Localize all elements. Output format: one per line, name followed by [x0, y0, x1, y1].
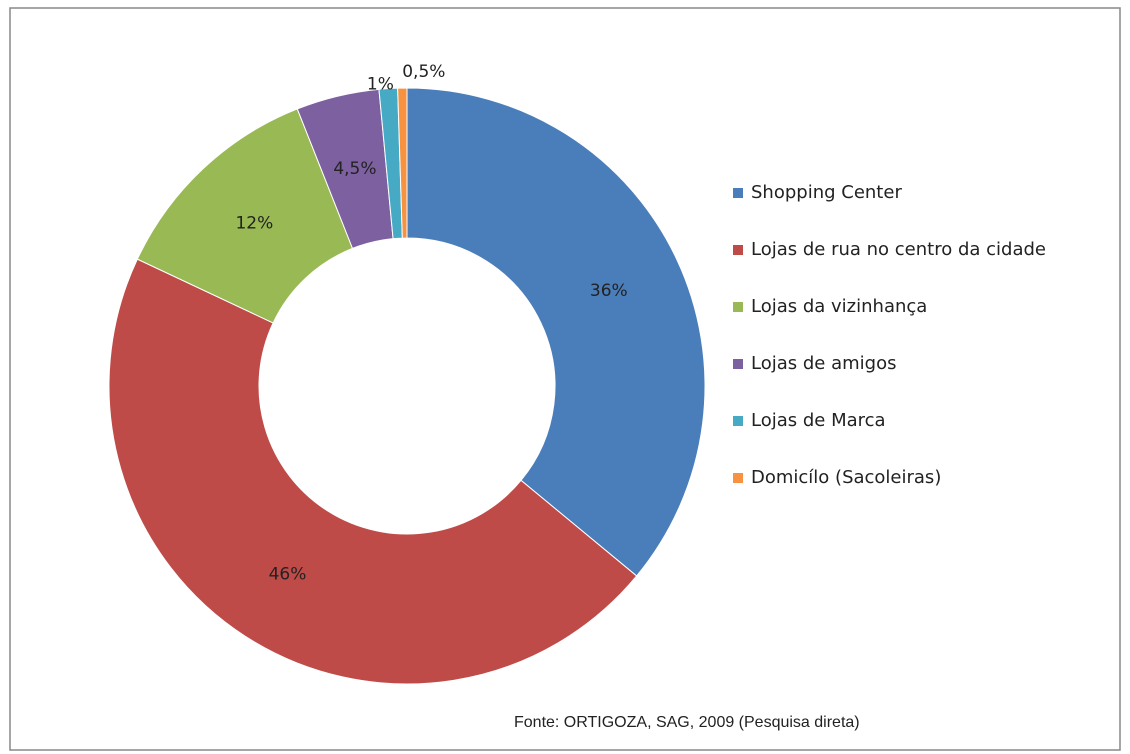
legend-swatch — [733, 188, 743, 198]
data-label: 4,5% — [333, 159, 376, 179]
data-label: 12% — [235, 213, 273, 233]
legend-item: Domicílo (Sacoleiras) — [733, 461, 1053, 494]
legend-swatch — [733, 359, 743, 369]
legend-item: Lojas da vizinhança — [733, 290, 1053, 323]
legend-label: Shopping Center — [751, 182, 902, 203]
legend-item: Lojas de Marca — [733, 404, 1053, 437]
legend-label: Lojas de Marca — [751, 410, 886, 431]
legend-item: Lojas de rua no centro da cidade — [733, 233, 1051, 266]
data-label: 36% — [590, 281, 628, 301]
legend-label: Lojas da vizinhança — [751, 296, 928, 317]
legend-swatch — [733, 473, 743, 483]
data-label: 0,5% — [402, 62, 445, 82]
legend: Shopping Center Lojas de rua no centro da… — [733, 176, 1053, 518]
donut-slice — [397, 87, 408, 239]
data-label: 1% — [367, 75, 394, 95]
donut-slice — [406, 87, 706, 577]
donut-slice — [108, 258, 638, 685]
legend-item: Shopping Center — [733, 176, 1053, 209]
legend-swatch — [733, 416, 743, 426]
legend-swatch — [733, 245, 743, 255]
legend-label: Domicílo (Sacoleiras) — [751, 467, 942, 488]
data-label: 46% — [269, 564, 307, 584]
legend-swatch — [733, 302, 743, 312]
source-note: Fonte: ORTIGOZA, SAG, 2009 (Pesquisa dir… — [514, 714, 860, 731]
chart-frame — [9, 7, 1121, 751]
legend-item: Lojas de amigos — [733, 347, 1053, 380]
legend-label: Lojas de rua no centro da cidade — [751, 239, 1046, 260]
legend-label: Lojas de amigos — [751, 353, 897, 374]
